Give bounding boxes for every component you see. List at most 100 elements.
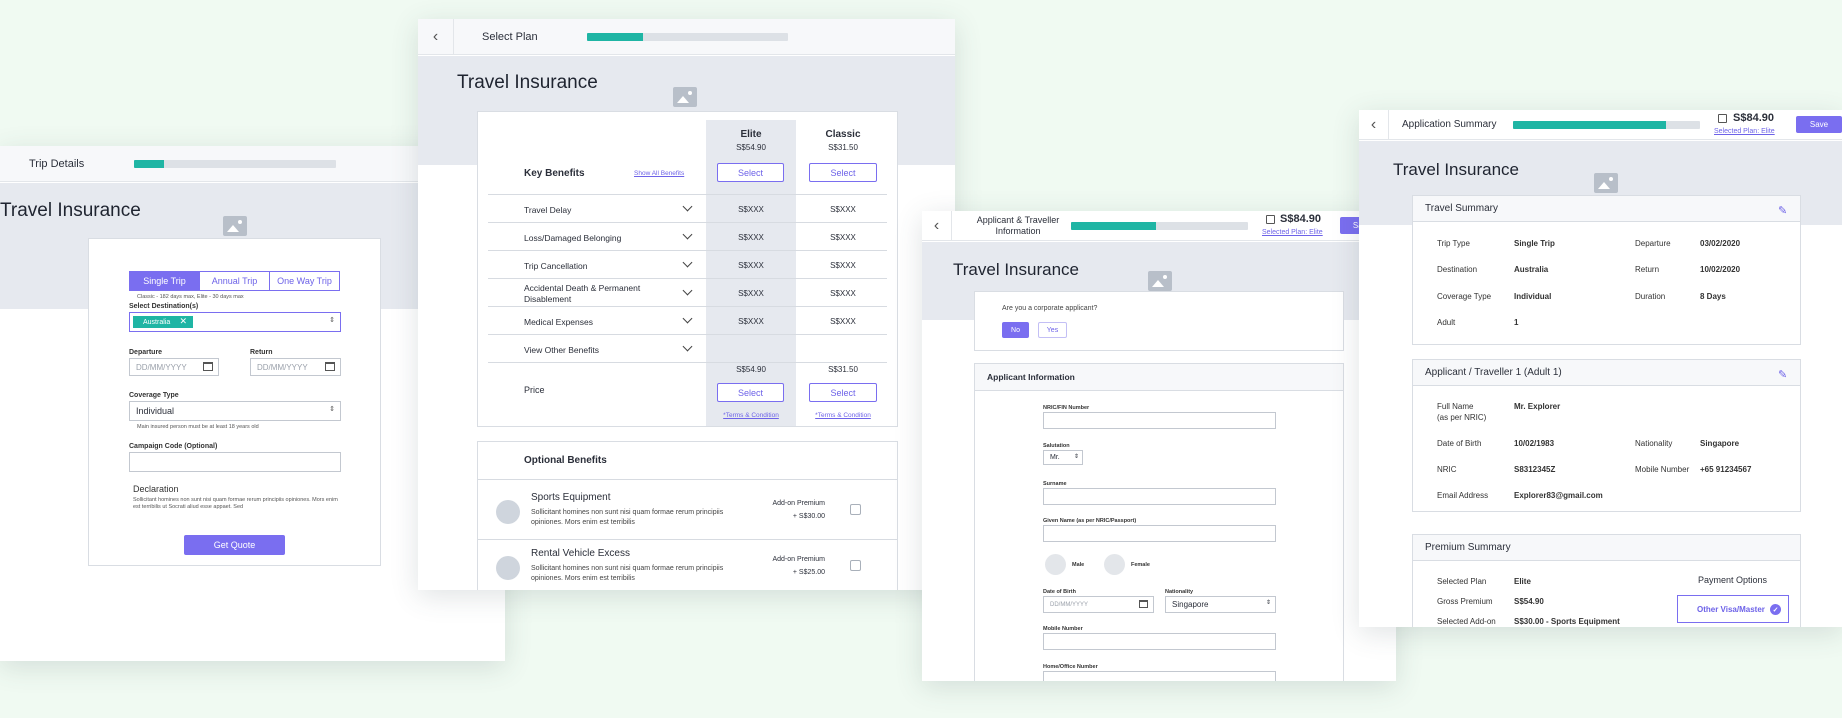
campaign-input[interactable] (129, 452, 341, 472)
adult-key: Adult (1437, 318, 1456, 327)
terms-elite-link[interactable]: *Terms & Condition (723, 412, 779, 419)
calendar-icon[interactable] (203, 362, 213, 371)
nric-input[interactable] (1043, 412, 1276, 429)
corporate-yes-button[interactable]: Yes (1038, 322, 1067, 338)
tab-single-trip[interactable]: Single Trip (129, 271, 200, 291)
select-elite-bottom-button[interactable]: Select (717, 383, 784, 402)
progress-bar (134, 160, 336, 168)
payment-option-visa-master[interactable]: Other Visa/Master ✓ (1677, 595, 1789, 623)
male-avatar-icon[interactable] (1045, 554, 1066, 575)
surname-input[interactable] (1043, 488, 1276, 505)
get-quote-button[interactable]: Get Quote (184, 535, 285, 555)
nationality-select[interactable]: Singapore ⇕ (1165, 596, 1276, 613)
salutation-select[interactable]: Mr. ⇕ (1043, 450, 1083, 465)
cart-icon (1266, 215, 1275, 224)
chip-label: Australia (143, 318, 171, 326)
benefit-row[interactable]: Accidental Death & Permanent Disablement… (488, 278, 887, 306)
chevron-down-icon[interactable] (682, 229, 693, 240)
premium-summary-card: Premium Summary Selected Plan Elite Gros… (1412, 534, 1801, 627)
destination-chip[interactable]: Australia ✕ (133, 316, 193, 328)
chevron-down-icon[interactable] (682, 313, 693, 324)
addon-checkbox[interactable] (850, 560, 861, 571)
corporate-no-button[interactable]: No (1002, 322, 1029, 338)
save-button[interactable]: Save (1796, 116, 1842, 133)
addon-checkbox[interactable] (850, 504, 861, 515)
addon-description: Sollicitant homines non sunt nisi quam f… (531, 509, 724, 526)
addon-image-placeholder (496, 556, 520, 580)
nationality-key: Nationality (1635, 439, 1673, 448)
select-elite-button[interactable]: Select (717, 163, 784, 182)
applicant-summary-card: Applicant / Traveller 1 (Adult 1) ✎ Full… (1412, 359, 1801, 512)
calendar-icon[interactable] (325, 362, 335, 371)
cart-icon (1718, 114, 1727, 123)
tab-one-way-trip[interactable]: One Way Trip (270, 271, 340, 291)
calendar-icon[interactable] (1139, 600, 1148, 608)
edit-pencil-icon[interactable]: ✎ (1778, 369, 1788, 381)
addon-value: S$30.00 - Sports Equipment (1514, 617, 1620, 626)
chevron-down-icon[interactable] (682, 257, 693, 268)
home-number-input[interactable] (1043, 671, 1276, 681)
edit-pencil-icon[interactable]: ✎ (1778, 205, 1788, 217)
addon-premium-value: + S$25.00 (792, 569, 825, 576)
declaration-title: Declaration (133, 484, 179, 494)
applicant-info-card: Applicant Information NRIC/FIN Number Sa… (974, 363, 1344, 681)
image-placeholder-icon (1594, 173, 1618, 193)
benefit-row[interactable]: Travel Delay S$XXX S$XXX (488, 194, 887, 222)
given-name-label: Given Name (as per NRIC/Passport) (1043, 518, 1137, 524)
chevron-down-icon[interactable] (682, 341, 693, 352)
select-classic-bottom-button[interactable]: Select (809, 383, 877, 402)
nric-key: NRIC (1437, 465, 1457, 474)
coverage-select[interactable]: Individual ⇕ (129, 401, 341, 421)
terms-classic-link[interactable]: *Terms & Condition (815, 412, 871, 419)
benefit-row[interactable]: Loss/Damaged Belonging S$XXX S$XXX (488, 222, 887, 250)
chevron-down-icon[interactable] (682, 201, 693, 212)
return-value: 10/02/2020 (1700, 265, 1741, 274)
selected-plan-link[interactable]: Selected Plan: Elite (1262, 229, 1323, 236)
header-title: Applicant & Traveller Information (976, 214, 1060, 236)
selected-plan-link[interactable]: Selected Plan: Elite (1714, 128, 1775, 135)
female-avatar-icon[interactable] (1104, 554, 1125, 575)
chevron-down-icon[interactable] (682, 285, 693, 296)
show-all-benefits-link[interactable]: Show All Benefits (634, 170, 685, 177)
header-bar: ‹ Application Summary (1359, 110, 1842, 140)
progress-bar (1071, 222, 1248, 230)
salutation-value: Mr. (1050, 454, 1060, 461)
back-arrow-icon[interactable]: ‹ (922, 211, 952, 240)
trip-form-card: Single Trip Annual Trip One Way Trip Cla… (88, 238, 381, 566)
key-benefits-title: Key Benefits (524, 168, 585, 179)
mobile-input[interactable] (1043, 633, 1276, 650)
benefit-row[interactable]: View Other Benefits (488, 334, 887, 362)
image-placeholder-icon (223, 216, 247, 236)
addon-name: Sports Equipment (531, 492, 611, 503)
trip-type-value: Single Trip (1514, 239, 1555, 248)
plan-name-classic: Classic (825, 129, 861, 140)
nric-value: S8312345Z (1514, 465, 1556, 474)
back-arrow-icon[interactable]: ‹ (418, 19, 454, 54)
back-arrow-icon[interactable]: ‹ (1359, 110, 1389, 139)
payment-options-title: Payment Options (1698, 575, 1768, 585)
divider (488, 362, 887, 363)
dob-input[interactable]: DD/MM/YYYY (1043, 596, 1154, 613)
progress-bar (1513, 121, 1700, 129)
plan-price-elite: S$54.90 (736, 143, 766, 152)
chip-close-icon[interactable]: ✕ (179, 316, 187, 326)
addon-premium-label: Add-on Premium (772, 556, 825, 563)
benefit-row[interactable]: Trip Cancellation S$XXX S$XXX (488, 250, 887, 278)
price-elite: S$54.90 (736, 365, 766, 374)
tab-annual-trip[interactable]: Annual Trip (200, 271, 270, 291)
departure-date-input[interactable]: DD/MM/YYYY (129, 358, 219, 376)
return-label: Return (250, 349, 273, 356)
addon-premium-value: + S$30.00 (792, 513, 825, 520)
benefit-elite-value: S$XXX (738, 289, 764, 298)
total-price: S$84.90 (1280, 213, 1321, 225)
select-classic-button[interactable]: Select (809, 163, 877, 182)
coverage-key: Coverage Type (1437, 292, 1492, 301)
application-summary-screen: ‹ Application Summary S$84.90 Selected P… (1359, 110, 1842, 627)
return-date-input[interactable]: DD/MM/YYYY (250, 358, 341, 376)
select-arrows-icon: ⇕ (1265, 600, 1271, 606)
addon-key: Selected Add-on (1437, 617, 1496, 626)
email-value: Explorer83@gmail.com (1514, 491, 1603, 500)
given-name-input[interactable] (1043, 525, 1276, 542)
benefit-row[interactable]: Medical Expenses S$XXX S$XXX (488, 306, 887, 334)
destination-select[interactable]: Australia ✕ ⇕ (129, 312, 341, 332)
